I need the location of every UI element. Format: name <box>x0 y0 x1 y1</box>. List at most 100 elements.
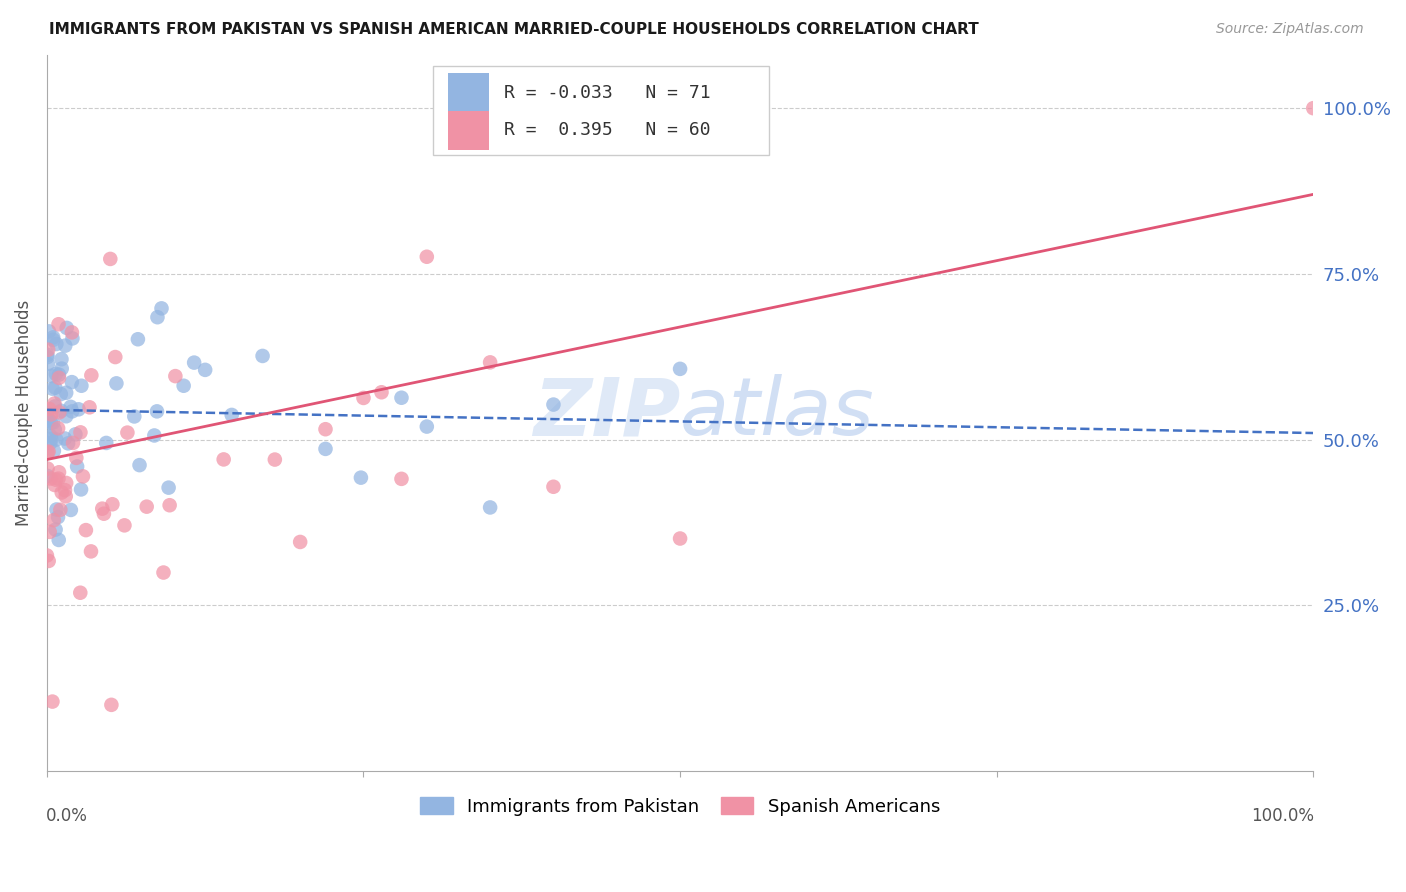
Point <box>315 422 337 436</box>
Text: 100.0%: 100.0% <box>1251 807 1315 825</box>
Point <box>48 368 70 382</box>
Point <box>55 489 77 503</box>
Point <box>37 357 59 371</box>
Point <box>100 698 122 712</box>
Point <box>44 478 66 492</box>
Point <box>39 368 62 383</box>
Point <box>146 404 169 418</box>
Point <box>51 361 73 376</box>
Point <box>38 413 60 427</box>
Point <box>42 443 65 458</box>
Point <box>53 483 76 497</box>
Point <box>37 469 59 483</box>
Point <box>479 355 502 369</box>
Point <box>80 368 103 383</box>
Point <box>104 350 127 364</box>
Point <box>59 400 82 414</box>
Point <box>315 442 337 456</box>
Point <box>159 498 181 512</box>
Bar <box>449 111 489 150</box>
Point <box>62 435 84 450</box>
Text: ZIP: ZIP <box>533 374 681 452</box>
Point <box>70 378 93 392</box>
Point <box>60 326 83 340</box>
Point <box>62 331 84 345</box>
Point <box>391 472 413 486</box>
Point <box>42 330 65 344</box>
Point <box>157 481 180 495</box>
Point <box>48 405 70 419</box>
Point <box>48 533 70 547</box>
Point <box>38 401 60 416</box>
Point <box>98 252 121 266</box>
Text: IMMIGRANTS FROM PAKISTAN VS SPANISH AMERICAN MARRIED-COUPLE HOUSEHOLDS CORRELATI: IMMIGRANTS FROM PAKISTAN VS SPANISH AMER… <box>49 22 979 37</box>
Point <box>165 369 187 384</box>
Point <box>60 375 83 389</box>
Point <box>59 503 82 517</box>
Point <box>146 310 169 325</box>
Point <box>128 458 150 472</box>
Point <box>370 385 392 400</box>
Point <box>391 391 413 405</box>
Point <box>48 318 70 332</box>
Point <box>39 471 62 485</box>
Point <box>37 461 59 475</box>
Point <box>37 445 59 459</box>
Point <box>353 391 375 405</box>
Point <box>91 501 114 516</box>
Point <box>49 404 72 418</box>
Point <box>42 416 65 430</box>
Point <box>117 425 139 440</box>
Point <box>55 409 77 424</box>
Point <box>75 523 97 537</box>
Point <box>42 513 65 527</box>
Point <box>143 428 166 442</box>
Point <box>212 452 235 467</box>
Legend: Immigrants from Pakistan, Spanish Americans: Immigrants from Pakistan, Spanish Americ… <box>413 790 948 823</box>
Point <box>67 402 90 417</box>
Point <box>38 324 60 338</box>
Point <box>39 408 62 422</box>
Text: R = -0.033   N = 71: R = -0.033 N = 71 <box>505 84 710 102</box>
Point <box>37 343 59 357</box>
Point <box>416 419 439 434</box>
Text: atlas: atlas <box>681 374 875 452</box>
Point <box>38 524 60 539</box>
Point <box>55 385 77 400</box>
Point <box>1302 101 1324 115</box>
Point <box>45 523 67 537</box>
Point <box>42 333 65 347</box>
Point <box>69 425 91 440</box>
Point <box>56 436 79 450</box>
Point <box>39 436 62 450</box>
Point <box>60 404 83 418</box>
Point <box>183 356 205 370</box>
Point <box>46 421 69 435</box>
Point <box>48 472 70 486</box>
Point <box>45 473 67 487</box>
Point <box>49 387 72 401</box>
Text: R =  0.395   N = 60: R = 0.395 N = 60 <box>505 121 710 139</box>
Point <box>55 475 77 490</box>
Point <box>101 497 124 511</box>
Point <box>45 433 67 447</box>
Point <box>49 502 72 516</box>
Point <box>150 301 173 316</box>
Point <box>39 432 62 446</box>
Point <box>51 352 73 367</box>
Point <box>263 452 285 467</box>
Point <box>39 416 62 430</box>
Point <box>543 398 565 412</box>
Point <box>72 469 94 483</box>
Point <box>93 507 115 521</box>
Point <box>39 429 62 443</box>
Point <box>35 549 58 563</box>
Point <box>37 412 59 426</box>
Y-axis label: Married-couple Households: Married-couple Households <box>15 300 32 526</box>
Point <box>221 408 243 422</box>
Point <box>44 396 66 410</box>
FancyBboxPatch shape <box>433 66 769 155</box>
Point <box>194 363 217 377</box>
Point <box>66 459 89 474</box>
Point <box>53 432 76 446</box>
